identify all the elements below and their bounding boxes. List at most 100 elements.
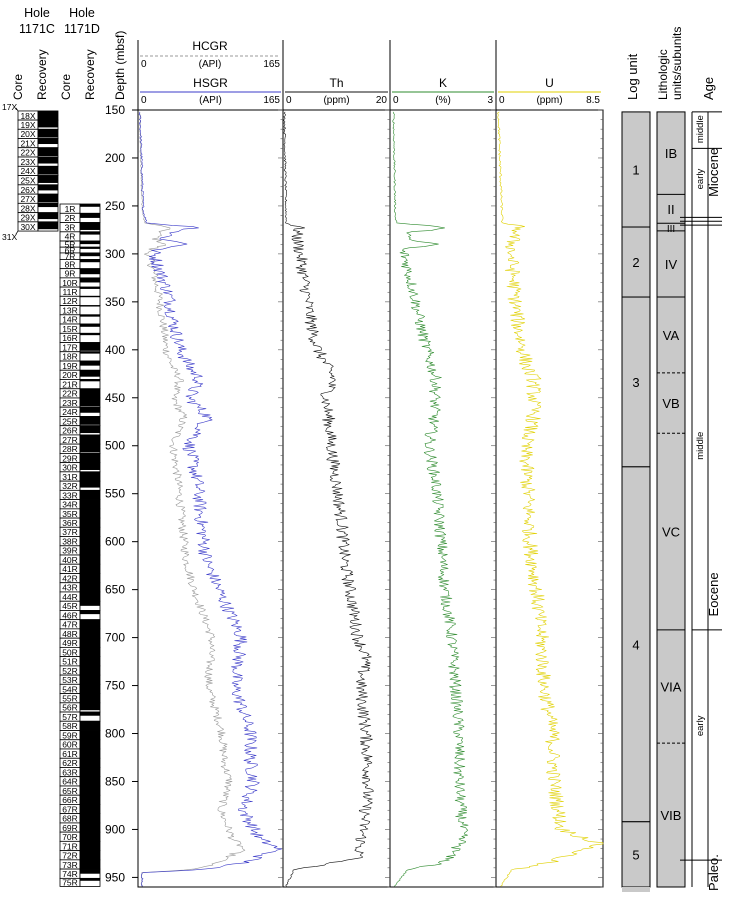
hole-d-recovery-fill: [80, 555, 100, 565]
litho-unit-label: III: [667, 224, 675, 235]
hole-d-recovery-fill: [80, 795, 100, 805]
hole-d-core-label: 26R: [62, 426, 78, 436]
hole-d-core-label: 27R: [62, 435, 78, 445]
hole-d-recovery-label: Recovery: [83, 49, 97, 100]
litho-unit-label: VB: [662, 396, 679, 411]
hole-d-core-label: 53R: [62, 675, 78, 685]
log-unit-label: 2: [632, 255, 639, 270]
hole-d-core-label: 14R: [62, 315, 78, 325]
hole-c-recovery-label: Recovery: [35, 49, 49, 100]
hole-d-recovery-fill: [80, 434, 100, 445]
hole-d-core-label: 42R: [62, 573, 78, 583]
th-unit: (ppm): [323, 95, 349, 106]
hole-d-recovery-fill: [80, 471, 100, 482]
plot-frame: [137, 109, 604, 888]
depth-tick-label-150: 150: [105, 103, 125, 117]
hole-d-core-label: 17R: [62, 342, 78, 352]
depth-tick-label-350: 350: [105, 295, 125, 309]
hole-c-core-label: 25X: [20, 175, 35, 185]
hole-d-recovery-fill: [80, 739, 100, 749]
hsgr-unit: (API): [199, 95, 222, 106]
k-unit: (%): [435, 95, 451, 106]
hole-d-core-label: 16R: [62, 333, 78, 343]
hole-d-recovery-fill: [80, 785, 100, 796]
age-sub-label: middle: [695, 432, 706, 460]
hole-d-recovery-fill: [80, 647, 100, 657]
hole-d-core-label: 33R: [62, 490, 78, 500]
hcgr-curve: [139, 111, 246, 887]
hole-d-core-label: 10R: [62, 278, 78, 288]
hole-d-recovery-fill: [80, 758, 100, 768]
depth-axis: 150 200 250 300 350 400 450 500 550 600 650 700 750 8…: [105, 103, 138, 884]
depth-tick-label-250: 250: [105, 199, 125, 213]
hole-d-core-label: 68R: [62, 814, 78, 824]
hole-d-core-label: 25R: [62, 416, 78, 426]
hole-d-core-label: 49R: [62, 638, 78, 648]
log-unit-header: Log unit: [625, 53, 640, 100]
hole-d-core-label: 54R: [62, 684, 78, 694]
depth-tick-label-500: 500: [105, 439, 125, 453]
litho-column-frame: [656, 111, 686, 888]
hole-d-core-label: 44R: [62, 592, 78, 602]
hole-d-recovery-fill: [80, 324, 100, 327]
hole-d-core-label: 32R: [62, 481, 78, 491]
hole-d-core-label: 55R: [62, 694, 78, 704]
age-epoch-label: Paleo.: [706, 854, 721, 891]
depth-tick-label-800: 800: [105, 727, 125, 741]
k-min: 0: [393, 95, 399, 106]
hole-c-recovery-fill: [38, 184, 58, 191]
hole-d-recovery-box: [79, 305, 101, 316]
hole-d-recovery-fill: [80, 721, 100, 731]
hole-d-core-label: 34R: [62, 500, 78, 510]
hole-d-core-label: 8R: [65, 259, 76, 269]
hole-c-number: 1171C: [19, 22, 55, 36]
hole-d-core-label: 51R: [62, 657, 78, 667]
hole-d-core-label: 9R: [65, 269, 76, 279]
hole-d-core-label: 4R: [65, 232, 76, 242]
k-series-name: K: [439, 76, 447, 90]
depth-tick-label-300: 300: [105, 247, 125, 261]
depth-tick-label-750: 750: [105, 679, 125, 693]
hole-c-core-label: 19X: [20, 120, 35, 130]
hole-d-recovery-fill: [80, 564, 100, 574]
hole-d-core-label: 50R: [62, 647, 78, 657]
hole-d-recovery-fill: [80, 813, 100, 823]
track-frames: [137, 40, 604, 888]
hole-d-core-label: 70R: [62, 832, 78, 842]
hole-d-recovery-fill: [80, 536, 100, 546]
litho-unit-label: VIA: [661, 680, 682, 695]
hole-d-core-label: 28R: [62, 444, 78, 454]
hole-d-recovery-fill: [80, 878, 100, 881]
hole-d-recovery-fill: [80, 252, 100, 257]
hole-d-core-label: 75R: [62, 878, 78, 888]
hole-d-core-label: 60R: [62, 740, 78, 750]
hole-d-core-label: 15R: [62, 324, 78, 334]
hole-c-core-label: 27X: [20, 194, 35, 204]
hole-c-top-core: 17X: [2, 102, 17, 112]
hole-d-core-label: 35R: [62, 509, 78, 519]
hsgr-curve: [138, 111, 282, 887]
hole-c-bottom-core: 31X: [2, 232, 17, 242]
hole-d-recovery-fill: [80, 444, 100, 453]
hole-d-core-label: 22R: [62, 389, 78, 399]
hole-d-core-label: 23R: [62, 398, 78, 408]
hole-c-recovery-fill: [38, 194, 58, 203]
hole-c-bottom-marker: [15, 230, 19, 235]
log-unit-box: [621, 466, 651, 823]
log-unit-label: 3: [632, 375, 639, 390]
hole-d-core-label: 20R: [62, 370, 78, 380]
hole-d-recovery-fill: [80, 712, 100, 716]
hole-d-core-label: 38R: [62, 536, 78, 546]
hole-d-recovery-fill: [80, 333, 100, 336]
hole-d-recovery-fill: [80, 573, 100, 583]
hole-d-recovery-fill: [80, 379, 100, 382]
hole-d-recovery-fill: [80, 841, 100, 851]
depth-tick-label-650: 650: [105, 583, 125, 597]
hsgr-min: 0: [141, 95, 147, 106]
hole-d-core-label: 41R: [62, 564, 78, 574]
hole-d-core-label: 71R: [62, 841, 78, 851]
hole-c-core-label: 18X: [20, 111, 35, 121]
hole-d-core-label: 67R: [62, 804, 78, 814]
hole-d-recovery-fill: [80, 776, 100, 786]
hole-d-core-label: 58R: [62, 721, 78, 731]
